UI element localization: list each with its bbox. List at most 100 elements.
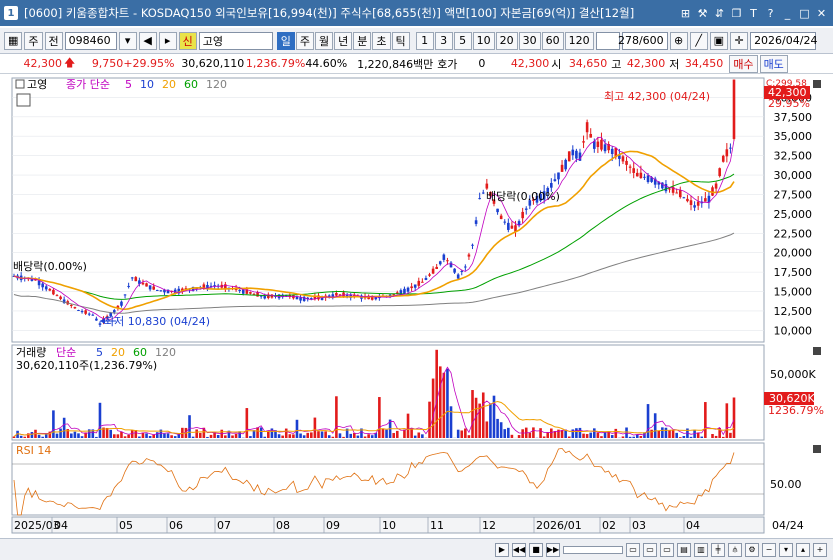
draw-icon[interactable]: ╱ [689,31,708,50]
volume-bar-42 [163,433,166,438]
interval-button-30[interactable]: 30 [518,31,541,50]
period-button-1[interactable]: 주 [295,31,315,50]
share-icon[interactable]: ⇵ [714,6,725,20]
chart-svg[interactable]: 10,000 12,500 15,000 17,500 20,000 22,500 25,0… [0,74,833,538]
grid-icon[interactable]: ▦ [4,31,23,50]
interval-button-20[interactable]: 20 [495,31,518,50]
count-field[interactable]: 278/600 [618,31,668,50]
rsi-panel-max-icon[interactable] [813,445,821,453]
search-icon[interactable]: ▾ [118,31,137,50]
zoom-in-icon[interactable]: ▴ [796,542,810,557]
scroll-left-icon[interactable]: ▶ [495,542,509,557]
stop-icon[interactable]: ■ [529,542,543,557]
volume-bar-55 [209,434,213,438]
volume-bar-191 [696,432,700,438]
save-icon[interactable]: ▣ [709,31,729,50]
panel-toggle-icon[interactable] [15,79,25,89]
market-select[interactable]: 주 [24,31,43,50]
volume-bar-138 [507,427,510,438]
prev-button[interactable]: 전 [44,31,63,50]
volume-bar-116 [428,401,431,438]
legend-ma-periods: 5 10 20 60 120 [125,78,227,91]
period-button-4[interactable]: 분 [353,31,372,50]
volume-bar-22 [91,429,95,438]
candle-body-196 [714,183,718,189]
candle-body-141 [517,221,521,226]
interval-button-120[interactable]: 120 [564,31,594,50]
stock-name-field[interactable]: 고영 [198,31,273,50]
period-button-0[interactable]: 일 [276,31,295,50]
volume-bar-11 [52,410,55,438]
quote-open: 34,650 [568,57,608,70]
candle-body-11 [52,289,55,295]
restore-icon[interactable]: ❐ [731,6,742,20]
chart-area[interactable]: 10,000 12,500 15,000 17,500 20,000 22,500 25,0… [0,74,833,538]
buy-button[interactable]: 매수 [729,54,758,73]
candle-body-91 [338,294,342,296]
candle-body-107 [395,292,399,294]
sound-icon[interactable]: ◀ [138,31,157,50]
y-tick-10000: 10,000 [774,324,813,337]
tool-icon[interactable]: ⚒ [697,6,708,20]
pin-icon[interactable]: T [750,6,757,20]
date-field[interactable]: 2026/04/24 [750,31,817,50]
volume-bar-152 [557,429,560,438]
table-icon[interactable] [16,93,31,107]
layout-2-icon[interactable]: ▭ [643,542,657,557]
settings-icon[interactable]: ⚙ [745,542,759,557]
cross-icon[interactable]: ✛ [730,31,749,50]
y-tick-32500: 32,500 [774,150,813,163]
speaker-icon[interactable]: ▸ [158,31,177,50]
period-button-3[interactable]: 년 [334,31,353,50]
interval-input[interactable] [595,31,620,50]
help-icon[interactable]: ? [767,6,774,20]
interval-button-3[interactable]: 3 [434,31,453,50]
interval-button-5[interactable]: 5 [453,31,472,50]
interval-button-60[interactable]: 60 [541,31,564,50]
chart-type-icon[interactable]: ╪ [711,542,725,557]
candle-body-182 [664,184,668,192]
volume-panel-max-icon[interactable] [813,347,821,355]
plus-icon[interactable]: + [813,542,827,557]
quote-bar: 42,300 🡅 9,750 +29.95% 30,620,110 1,236.… [0,54,833,74]
maximize-icon[interactable]: □ [799,6,810,20]
volume-value-text: 30,620,110주(1,236.79%) [16,359,157,372]
candle-body-164 [600,139,603,150]
candle-body-146 [535,195,539,203]
period-button-2[interactable]: 월 [315,31,334,50]
volume-legend-ma: 단순 [56,346,76,359]
scroll-first-icon[interactable]: ◀◀ [512,542,526,557]
low-arrowhead-icon [100,318,105,324]
y-tick-27500: 27,500 [774,188,813,201]
interval-button-1[interactable]: 1 [415,31,434,50]
candle-body-137 [503,221,507,223]
volume-bar-27 [109,429,113,438]
scroll-track[interactable] [563,545,623,554]
candle-body-32 [127,285,130,287]
link-icon[interactable]: ⊞ [680,6,691,20]
sell-button[interactable]: 매도 [759,54,788,73]
layout-3-icon[interactable]: ▭ [660,542,674,557]
minimize-icon[interactable]: _ [784,6,791,20]
layout-1-icon[interactable]: ▭ [626,542,640,557]
period-button-5[interactable]: 초 [372,31,391,50]
candle-body-123 [453,268,456,273]
layout-4-icon[interactable]: ▤ [677,542,691,557]
panel-max-icon[interactable] [813,80,821,88]
period-button-6[interactable]: 틱 [391,31,410,50]
scroll-last-icon[interactable]: ▶▶ [546,542,560,557]
indicator-icon[interactable]: ⫛ [728,542,742,557]
minus-icon[interactable]: − [762,542,776,557]
candle-body-119 [438,261,442,265]
candle-body-184 [671,186,675,193]
interval-button-10[interactable]: 10 [472,31,495,50]
volume-bar-195 [711,434,714,438]
zoom-icon[interactable]: ⊕ [669,31,688,50]
stock-code-input[interactable]: 098460 [64,31,117,50]
zoom-out-icon[interactable]: ▾ [779,542,793,557]
candle-body-176 [643,176,646,178]
candle-body-188 [686,198,689,202]
layout-5-icon[interactable]: ▥ [694,542,708,557]
volume-bar-114 [421,434,424,438]
close-icon[interactable]: ✕ [816,6,827,20]
